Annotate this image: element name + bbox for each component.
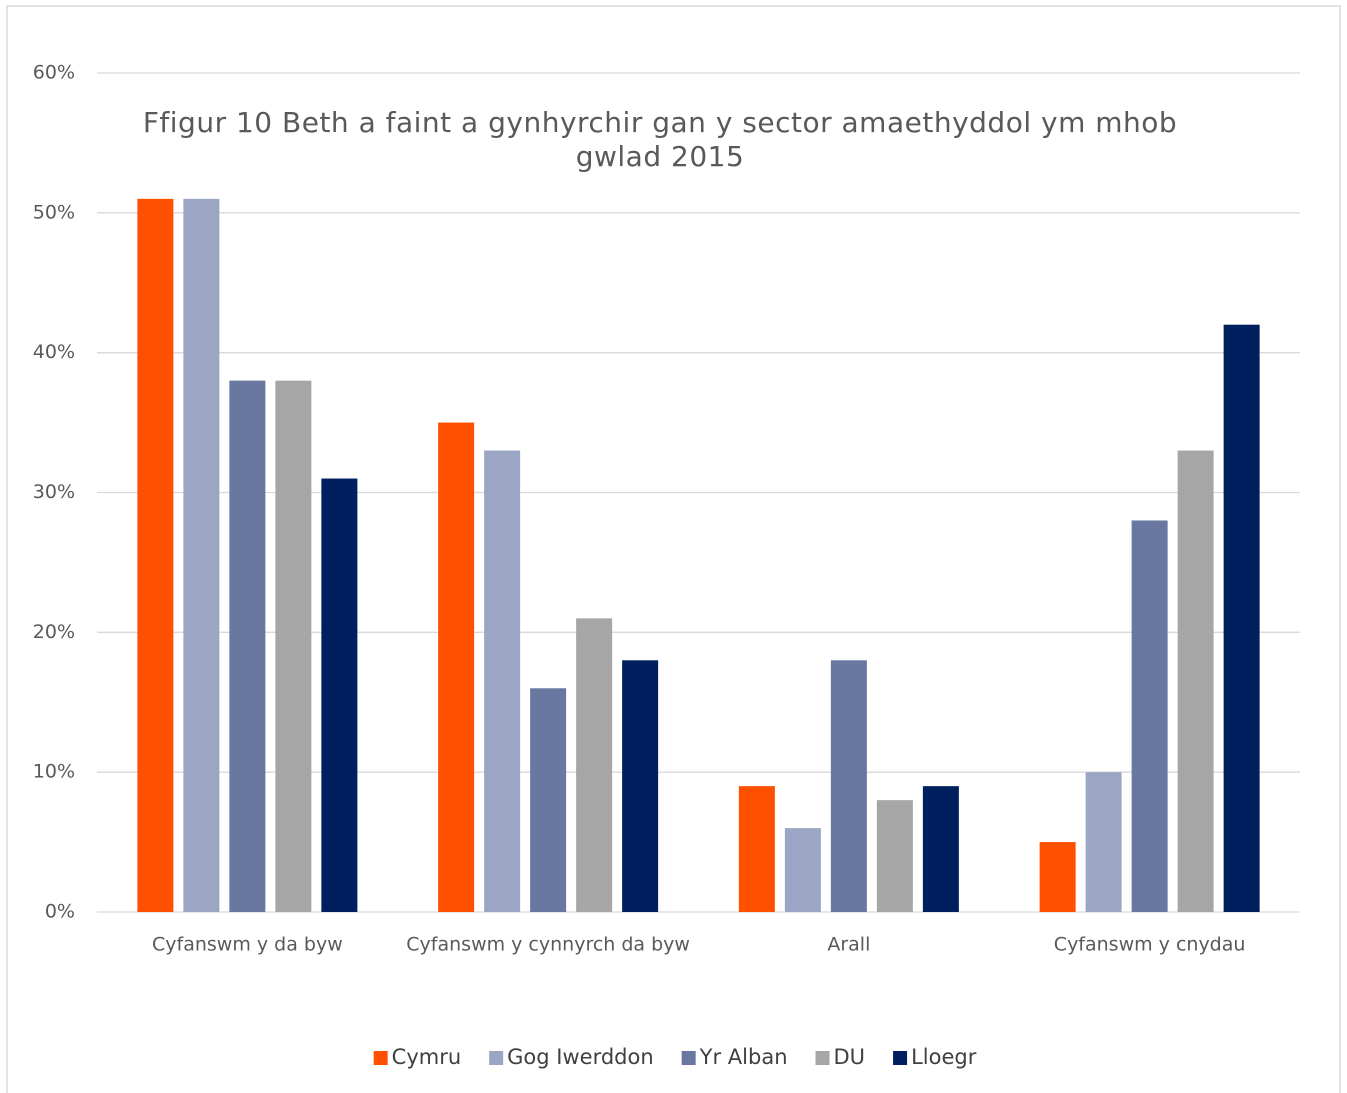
legend-swatch — [815, 1051, 830, 1065]
bar — [1039, 842, 1076, 912]
y-tick-label: 40% — [33, 341, 75, 363]
bar — [484, 450, 521, 912]
chart-title: Ffigur 10 Beth a faint a gynhyrchir gan … — [142, 106, 1178, 173]
y-tick-label: 60% — [33, 62, 75, 84]
legend-label: Gog Iwerddon — [507, 1045, 654, 1069]
x-tick-label: Arall — [827, 934, 870, 956]
x-tick-label: Cyfanswm y da byw — [152, 934, 343, 956]
bar — [229, 380, 266, 913]
bar — [321, 478, 358, 912]
bar — [1177, 450, 1214, 912]
y-tick-label: 50% — [33, 201, 75, 223]
bar — [622, 660, 659, 912]
bar — [530, 688, 567, 912]
legend-label: Yr Alban — [699, 1045, 788, 1069]
legend-swatch — [373, 1051, 388, 1065]
x-tick-label: Cyfanswm y cnydau — [1054, 934, 1246, 956]
legend-label: Cymru — [392, 1045, 462, 1069]
bar — [876, 800, 913, 912]
y-tick-label: 30% — [33, 481, 75, 503]
bar — [738, 786, 775, 912]
legend-swatch — [489, 1051, 504, 1065]
legend-label: DU — [834, 1045, 866, 1069]
x-tick-label: Cyfanswm y cynnyrch da byw — [406, 934, 690, 956]
bar — [183, 198, 220, 913]
bar — [275, 380, 312, 913]
chart-frame — [6, 5, 1341, 1093]
y-tick-label: 0% — [45, 901, 75, 923]
bar — [137, 198, 174, 913]
bar — [784, 828, 821, 912]
bar — [438, 422, 475, 912]
y-tick-label: 10% — [33, 761, 75, 783]
bar — [922, 786, 959, 912]
legend-label: Lloegr — [911, 1045, 977, 1069]
bar — [1131, 520, 1168, 912]
bar — [576, 618, 613, 912]
bar — [830, 660, 867, 912]
bar — [1223, 324, 1260, 912]
legend-swatch — [681, 1051, 696, 1065]
bar — [1085, 772, 1122, 912]
y-tick-label: 20% — [33, 621, 75, 643]
legend-swatch — [893, 1051, 908, 1065]
